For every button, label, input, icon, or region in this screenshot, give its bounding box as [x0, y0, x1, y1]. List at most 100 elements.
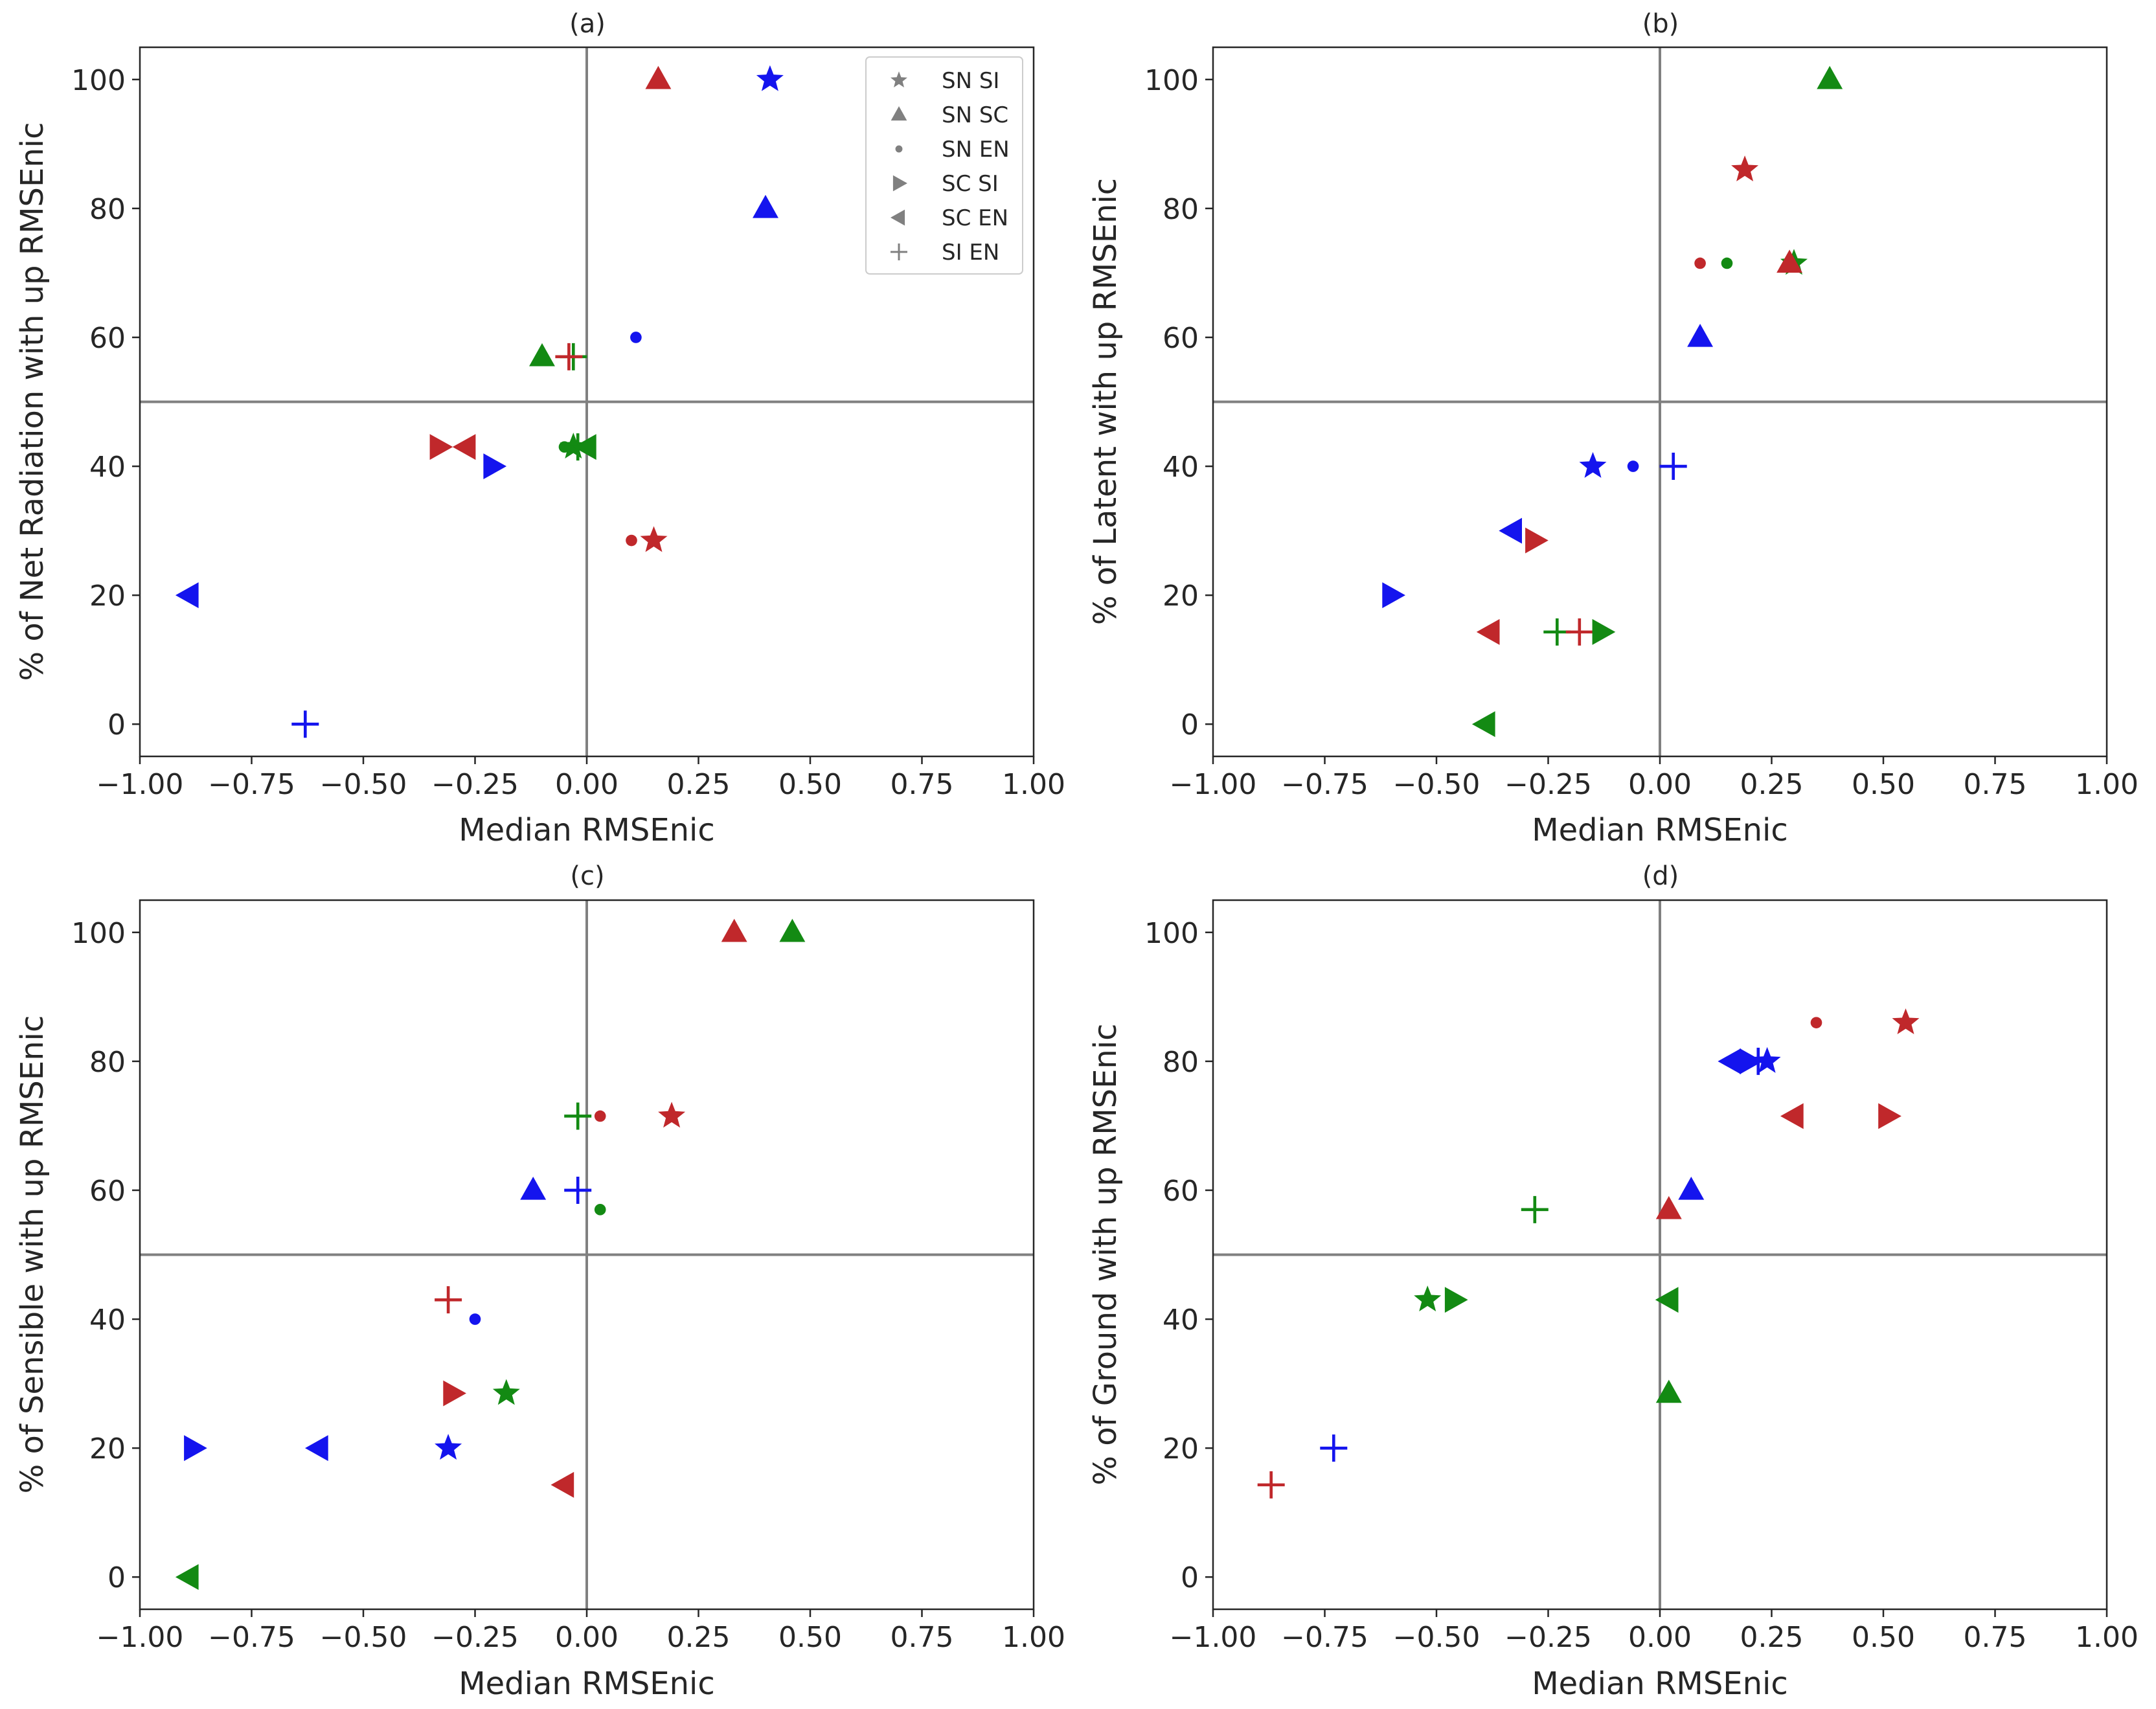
data-point-tri-up: [645, 65, 672, 89]
x-tick-label: 0.00: [1628, 1621, 1692, 1654]
panel-c-title: (c): [570, 861, 604, 891]
data-point-tri-right: [443, 1380, 466, 1407]
panel-a-x-label: Median RMSEnic: [459, 812, 715, 848]
y-tick-label: 100: [71, 917, 126, 950]
data-point-tri-left: [1655, 1287, 1679, 1313]
x-tick-label: −0.50: [1393, 1621, 1481, 1654]
data-point-tri-left: [1499, 517, 1522, 544]
panel-d-y-label: % of Ground with up RMSEnic: [1087, 1023, 1124, 1485]
panel-b-x-label: Median RMSEnic: [1532, 812, 1788, 848]
y-tick-label: 20: [89, 580, 126, 613]
x-tick-label: 0.25: [1740, 768, 1804, 801]
x-tick-label: 0.50: [1852, 1621, 1915, 1654]
legend-marker-tri-up: [891, 106, 907, 121]
data-point-tri-up: [520, 1176, 547, 1200]
data-point-plus: [1659, 453, 1687, 481]
data-point-star: [658, 1102, 686, 1128]
x-tick-label: 0.00: [555, 768, 618, 801]
data-point-circle: [626, 534, 637, 547]
data-point-star: [1753, 1047, 1781, 1073]
y-tick-label: 0: [1181, 708, 1199, 741]
x-tick-label: 0.75: [891, 768, 954, 801]
panel-a-title: (a): [569, 9, 606, 39]
legend-items: SN SI SN SC SN EN SC SI SC EN SI EN: [891, 68, 1010, 266]
legend-label: SN SI: [942, 68, 999, 94]
x-tick-label: −0.50: [320, 1621, 407, 1654]
data-point-plus: [1521, 1195, 1549, 1223]
data-point-tri-up: [779, 918, 806, 942]
data-point-tri-left: [452, 434, 476, 460]
data-point-tri-right: [1525, 527, 1549, 554]
panel-d-title: (d): [1642, 861, 1679, 891]
data-point-star: [435, 1434, 462, 1460]
y-tick-label: 40: [1163, 1304, 1199, 1337]
data-point-star: [1731, 155, 1759, 181]
y-tick-label: 60: [89, 322, 126, 355]
x-tick-label: 0.25: [667, 1621, 731, 1654]
y-tick-label: 40: [89, 1304, 126, 1337]
x-tick-label: 0.75: [1964, 768, 2027, 801]
x-tick-label: 1.00: [2075, 768, 2139, 801]
y-tick-label: 80: [1163, 193, 1199, 226]
panel-b-ticks: −1.00 −0.75 −0.50 −0.25 0.00 0.25 0.50 0.75 1.00…: [1144, 64, 2139, 801]
x-tick-label: −1.00: [1170, 1621, 1257, 1654]
panel-b-reference-lines: [1213, 47, 2107, 756]
x-tick-label: 1.00: [1002, 768, 1065, 801]
x-tick-label: 0.50: [778, 1621, 842, 1654]
y-tick-label: 40: [89, 451, 126, 484]
panel-b: (b) −1.00 −0.75 −0.50 −0.25 0.00 0.25 0.50 0.75…: [1087, 9, 2139, 848]
data-point-tri-left: [550, 1471, 574, 1498]
panel-a-ticks: −1.00 −0.75 −0.50 −0.25 0.00 0.25 0.50 0.75 1.00…: [71, 64, 1065, 801]
data-point-tri-up: [1678, 1176, 1705, 1200]
x-tick-label: −0.25: [1504, 1621, 1592, 1654]
panel-c-ticks: −1.00 −0.75 −0.50 −0.25 0.00 0.25 0.50 0.75 1.00…: [71, 917, 1065, 1654]
x-tick-label: 0.75: [891, 1621, 954, 1654]
legend-frame: [865, 56, 1023, 275]
data-point-star: [1579, 452, 1607, 478]
legend: SN SI SN SC SN EN SC SI SC EN SI EN: [865, 56, 1023, 275]
panel-b-points: [1382, 65, 1843, 738]
legend-marker-tri-left: [891, 209, 905, 226]
y-tick-label: 20: [1163, 580, 1199, 613]
y-tick-label: 60: [1163, 1175, 1199, 1208]
data-point-plus: [435, 1286, 462, 1314]
x-tick-label: 1.00: [1002, 1621, 1065, 1654]
legend-marker-plus: [891, 243, 907, 260]
legend-marker-star: [891, 71, 907, 87]
data-point-tri-right: [184, 1435, 207, 1462]
panel-d: (d) −1.00 −0.75 −0.50 −0.25 0.00 0.25 0.50 0.75…: [1087, 861, 2139, 1702]
data-point-circle: [594, 1203, 606, 1216]
x-tick-label: 0.25: [667, 768, 731, 801]
panel-b-title: (b): [1642, 9, 1679, 39]
x-tick-label: 0.50: [778, 768, 842, 801]
x-tick-label: −0.75: [208, 1621, 295, 1654]
legend-label: SC SI: [942, 171, 999, 197]
x-tick-label: −1.00: [96, 1621, 184, 1654]
panel-d-ticks: −1.00 −0.75 −0.50 −0.25 0.00 0.25 0.50 0.75 1.00…: [1144, 917, 2139, 1654]
data-point-tri-up: [1817, 65, 1843, 89]
data-point-tri-up: [1655, 1379, 1682, 1403]
data-point-tri-right: [1878, 1103, 1901, 1129]
y-tick-label: 0: [1181, 1561, 1199, 1594]
data-point-tri-right: [483, 453, 507, 479]
data-point-tri-up: [1655, 1195, 1682, 1219]
x-tick-label: −0.75: [1281, 1621, 1368, 1654]
x-tick-label: −0.50: [320, 768, 407, 801]
data-point-tri-left: [305, 1435, 328, 1462]
data-point-tri-up: [1687, 323, 1714, 347]
legend-marker-tri-right: [892, 175, 907, 192]
data-point-circle: [1810, 1017, 1822, 1028]
x-tick-label: −0.50: [1393, 768, 1481, 801]
legend-marker-circle: [895, 145, 903, 153]
data-point-star: [492, 1379, 520, 1405]
x-tick-label: 0.25: [1740, 1621, 1804, 1654]
data-point-plus: [1565, 618, 1593, 646]
y-tick-label: 20: [89, 1432, 126, 1466]
panel-d-reference-lines: [1213, 900, 2107, 1609]
panel-a-y-label: % of Net Radiation with up RMSEnic: [14, 122, 51, 681]
y-tick-label: 40: [1163, 451, 1199, 484]
data-point-tri-left: [1476, 618, 1500, 645]
panel-c-x-label: Median RMSEnic: [459, 1666, 715, 1702]
panel-c-y-label: % of Sensible with up RMSEnic: [14, 1015, 51, 1494]
